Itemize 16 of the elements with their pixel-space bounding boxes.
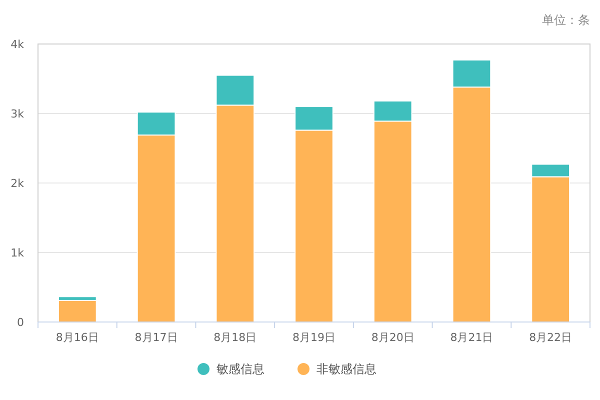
x-tick-label: 8月18日 xyxy=(214,331,257,344)
x-tick-label: 8月20日 xyxy=(371,331,414,344)
x-tick-label: 8月21日 xyxy=(450,331,494,344)
y-tick-label: 0 xyxy=(17,316,24,329)
text: 单位：条 xyxy=(542,13,590,27)
y-tick-label: 3k xyxy=(10,108,25,120)
x-tick-label: 8月16日 xyxy=(56,331,99,344)
x-tick-label: 8月19日 xyxy=(292,331,336,344)
x-tick-label: 8月17日 xyxy=(134,331,178,344)
legend-label: 非敏感信息 xyxy=(316,362,376,376)
y-tick-label: 2k xyxy=(10,177,25,190)
y-tick-label: 4k xyxy=(10,38,25,51)
legend-label: 敏感信息 xyxy=(216,362,264,376)
bar xyxy=(58,300,97,322)
y-tick-label: 1k xyxy=(10,246,25,260)
x-tick-label: 8月22日 xyxy=(529,331,572,344)
